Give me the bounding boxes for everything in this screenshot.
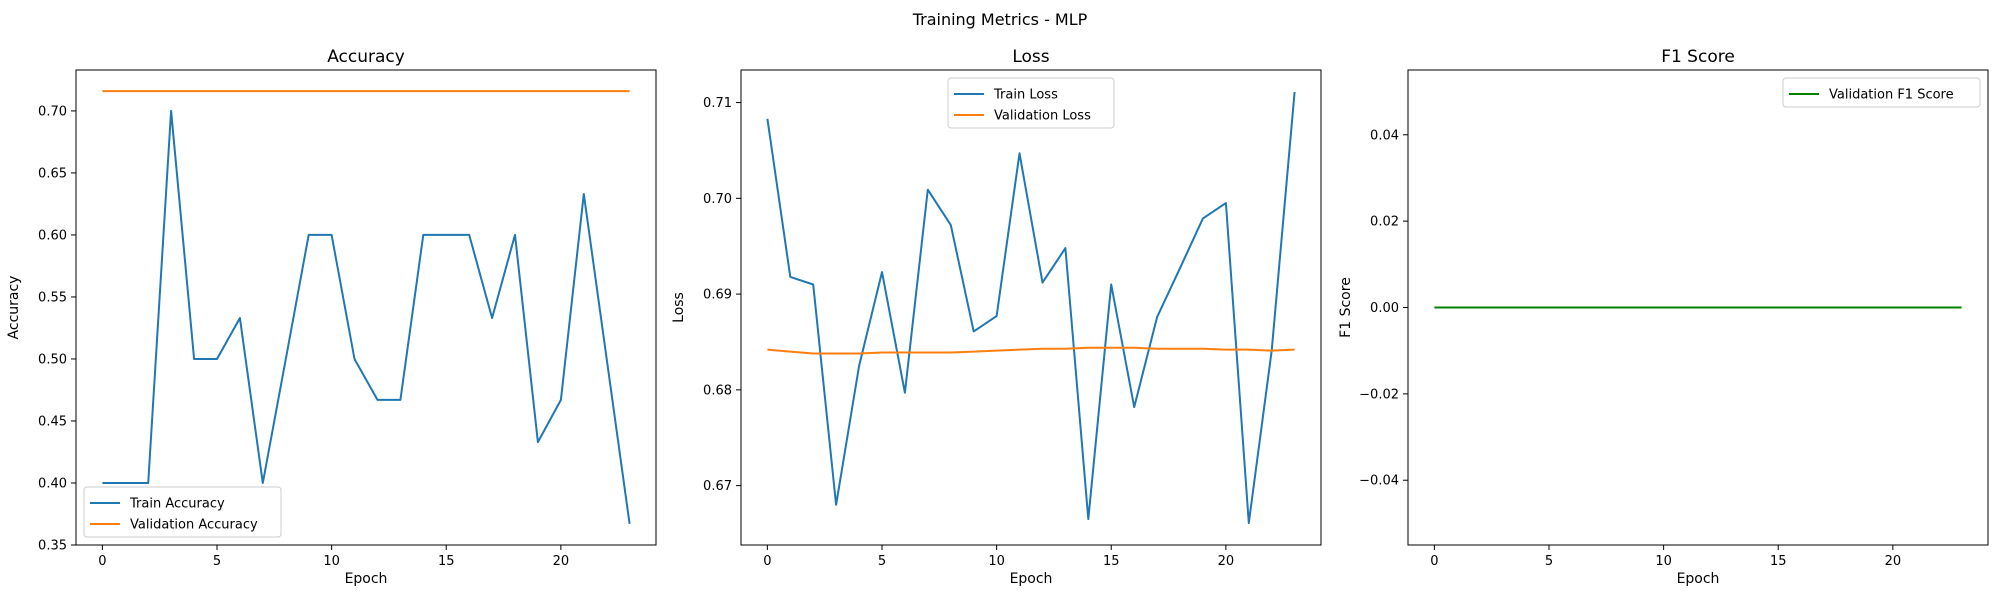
y-tick-label: 0.35 [38, 539, 67, 554]
x-tick-label: 20 [1218, 554, 1235, 569]
legend-box [1782, 77, 1981, 108]
chart-panel-loss: Loss Epoch Loss 0 5 10 15 20 0.67 0.68 0.69 0.70 0.7… [671, 47, 1322, 587]
y-tick-label: 0.60 [38, 228, 67, 243]
legend-label: Validation Accuracy [130, 518, 258, 533]
x-tick-label: 5 [1545, 554, 1553, 569]
legend-box [83, 486, 282, 538]
series-line-train-accuracy [102, 109, 631, 525]
x-tick-label: 15 [438, 554, 455, 569]
y-tick-label: 0.69 [703, 288, 732, 303]
x-tick-label: 20 [553, 554, 570, 569]
legend-label: Train Accuracy [129, 497, 225, 512]
x-tick-label: 0 [1430, 554, 1438, 569]
y-tick-label: 0.55 [38, 290, 67, 305]
legend-box [947, 77, 1115, 129]
x-tick-label: 15 [1103, 554, 1120, 569]
x-tick-label: 5 [213, 554, 221, 569]
x-tick-label: 20 [1885, 554, 1902, 569]
chart-panel-accuracy: Accuracy Epoch Accuracy 0 5 10 15 20 0.35 0.40 0.4… [6, 47, 657, 587]
y-tick-label: 0.71 [703, 96, 732, 111]
y-tick-label: 0.50 [38, 352, 67, 367]
y-tick-label: 0.70 [38, 104, 67, 119]
y-axis-label: Loss [671, 292, 687, 323]
y-tick-label: 0.67 [703, 479, 732, 494]
chart-title: Loss [1012, 47, 1049, 67]
x-axis-label: Epoch [1010, 571, 1053, 587]
y-axis-label: F1 Score [1338, 277, 1354, 338]
x-tick-label: 0 [763, 554, 771, 569]
y-tick-label: 0.04 [1370, 128, 1399, 143]
series-line-train-loss [766, 91, 1296, 524]
y-tick-label: 0.00 [1370, 301, 1399, 316]
axes-frame [1407, 69, 1989, 546]
x-tick-label: 10 [323, 554, 340, 569]
legend: Validation F1 Score [1782, 77, 1981, 108]
x-tick-label: 5 [878, 554, 886, 569]
y-tick-label: 0.65 [38, 166, 67, 181]
y-tick-label: 0.68 [703, 383, 732, 398]
series-line-validation-loss [767, 346, 1295, 355]
legend-label: Train Loss [993, 88, 1058, 103]
y-tick-label: 0.40 [38, 476, 67, 491]
axes-frame [740, 69, 1322, 546]
chart-title: Accuracy [327, 47, 405, 67]
y-tick-label: −0.02 [1359, 387, 1399, 402]
y-tick-label: −0.04 [1359, 474, 1399, 489]
legend-label: Validation F1 Score [1829, 88, 1954, 103]
x-tick-label: 0 [98, 554, 106, 569]
chart-panel-f1-score: F1 Score Epoch F1 Score 0 5 10 15 20 −0.04 −0.02 0… [1338, 47, 1989, 587]
x-tick-label: 15 [1770, 554, 1787, 569]
y-tick-label: 0.70 [703, 192, 732, 207]
x-axis-label: Epoch [345, 571, 388, 587]
chart-title: F1 Score [1661, 47, 1735, 67]
legend-label: Validation Loss [994, 109, 1091, 124]
y-axis-label: Accuracy [6, 276, 22, 340]
figure-suptitle: Training Metrics - MLP [912, 10, 1088, 29]
x-tick-label: 10 [1655, 554, 1672, 569]
axes-frame [75, 69, 657, 546]
legend: Train Loss Validation Loss [947, 77, 1115, 129]
legend: Train Accuracy Validation Accuracy [83, 486, 282, 538]
y-tick-label: 0.45 [38, 414, 67, 429]
x-tick-label: 10 [988, 554, 1005, 569]
x-axis-label: Epoch [1677, 571, 1720, 587]
y-tick-label: 0.02 [1370, 215, 1399, 230]
